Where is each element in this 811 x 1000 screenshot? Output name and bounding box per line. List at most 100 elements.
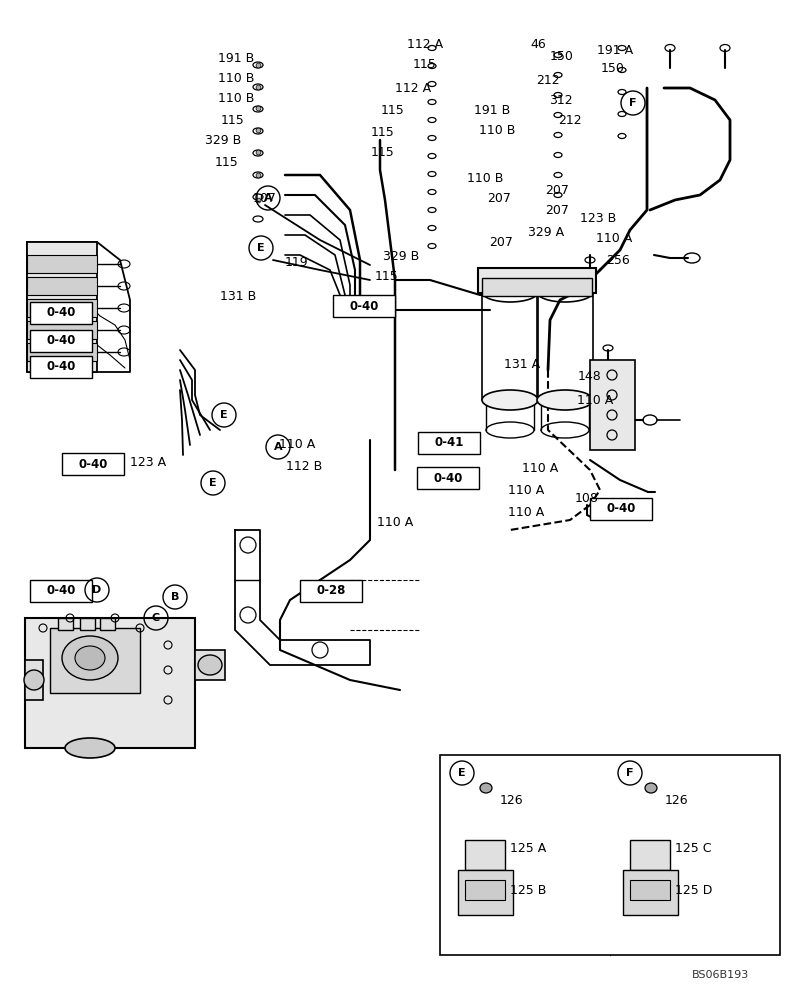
- Text: 125 C: 125 C: [674, 842, 710, 854]
- Text: 119: 119: [285, 256, 308, 269]
- Text: 126: 126: [664, 794, 688, 806]
- Ellipse shape: [479, 783, 491, 793]
- Text: 0-28: 0-28: [316, 584, 345, 597]
- Bar: [440, 755, 779, 955]
- Text: 115: 115: [413, 58, 436, 72]
- Text: BS06B193: BS06B193: [691, 970, 749, 980]
- Bar: [465, 840, 504, 870]
- Text: 207: 207: [487, 192, 510, 205]
- Text: 0-40: 0-40: [46, 306, 75, 320]
- Bar: [590, 360, 634, 450]
- Text: 125 D: 125 D: [674, 884, 711, 896]
- Text: 110 B: 110 B: [466, 172, 503, 184]
- Text: 125 B: 125 B: [509, 884, 546, 896]
- Text: 115: 115: [221, 113, 244, 126]
- Ellipse shape: [482, 390, 538, 410]
- Bar: [333, 295, 394, 317]
- Text: 212: 212: [535, 74, 559, 87]
- Text: 191 B: 191 B: [217, 51, 254, 64]
- Bar: [30, 330, 92, 352]
- Text: 207: 207: [544, 204, 569, 217]
- Text: B: B: [170, 592, 179, 602]
- Ellipse shape: [62, 636, 118, 680]
- Text: 0-40: 0-40: [433, 472, 462, 485]
- Bar: [195, 650, 225, 680]
- Text: 123 B: 123 B: [579, 212, 616, 225]
- Text: 115: 115: [371, 125, 394, 138]
- Text: 115: 115: [371, 145, 394, 158]
- Bar: [25, 660, 43, 700]
- Text: 110 A: 110 A: [577, 393, 612, 406]
- Text: 207: 207: [544, 184, 569, 196]
- Text: 191 A: 191 A: [596, 43, 633, 56]
- Bar: [62, 453, 124, 475]
- Bar: [25, 618, 195, 748]
- Text: 212: 212: [557, 113, 581, 126]
- Text: A: A: [264, 193, 272, 203]
- Text: 126: 126: [500, 794, 523, 806]
- Text: 0-40: 0-40: [46, 584, 75, 597]
- Bar: [30, 356, 92, 378]
- Bar: [629, 840, 669, 870]
- Text: 112 B: 112 B: [285, 460, 322, 474]
- Text: 46: 46: [530, 38, 545, 51]
- Text: 207: 207: [488, 236, 513, 249]
- Text: D: D: [92, 585, 101, 595]
- Text: C: C: [152, 613, 160, 623]
- Text: 110 A: 110 A: [376, 516, 413, 528]
- Text: 0-40: 0-40: [349, 300, 378, 312]
- Bar: [30, 302, 92, 324]
- Bar: [622, 870, 677, 915]
- Text: E: E: [220, 410, 228, 420]
- Bar: [417, 467, 478, 489]
- Text: 0-41: 0-41: [434, 436, 463, 450]
- Bar: [27, 277, 97, 295]
- Bar: [27, 299, 97, 317]
- Bar: [100, 618, 115, 630]
- Ellipse shape: [198, 655, 221, 675]
- Ellipse shape: [75, 646, 105, 670]
- Text: 329 A: 329 A: [527, 226, 564, 238]
- Text: E: E: [209, 478, 217, 488]
- Text: 131 B: 131 B: [220, 290, 256, 304]
- Bar: [27, 255, 97, 273]
- Bar: [80, 618, 95, 630]
- Text: 110 A: 110 A: [279, 438, 315, 452]
- Text: 110 B: 110 B: [478, 123, 515, 136]
- Text: 131 A: 131 A: [504, 359, 539, 371]
- Text: 108: 108: [574, 491, 599, 504]
- Text: 0-40: 0-40: [46, 334, 75, 348]
- Text: 110 A: 110 A: [521, 462, 558, 475]
- Text: 123 A: 123 A: [130, 456, 166, 468]
- Bar: [418, 432, 479, 454]
- Bar: [590, 498, 651, 520]
- Text: 112 A: 112 A: [406, 38, 443, 51]
- Text: F: F: [625, 768, 633, 778]
- Bar: [27, 321, 97, 339]
- Bar: [457, 870, 513, 915]
- Text: 191 B: 191 B: [474, 104, 509, 116]
- Bar: [299, 580, 362, 602]
- Text: 110 A: 110 A: [508, 484, 543, 496]
- Text: 150: 150: [549, 50, 573, 64]
- Text: 256: 256: [605, 253, 629, 266]
- Text: 110 A: 110 A: [595, 232, 632, 244]
- Text: 0-40: 0-40: [78, 458, 108, 471]
- Bar: [478, 268, 595, 293]
- Bar: [27, 343, 97, 361]
- Text: 125 A: 125 A: [509, 842, 546, 854]
- Bar: [58, 618, 73, 630]
- Text: 110 A: 110 A: [508, 506, 543, 518]
- Bar: [465, 880, 504, 900]
- Text: 0-40: 0-40: [606, 502, 635, 516]
- Text: 110 B: 110 B: [217, 92, 254, 104]
- Text: 110 B: 110 B: [217, 72, 254, 85]
- Text: 107: 107: [253, 192, 277, 205]
- Text: 115: 115: [375, 270, 398, 284]
- Text: 0-40: 0-40: [46, 360, 75, 373]
- Text: 115: 115: [215, 155, 238, 168]
- Text: 115: 115: [380, 104, 404, 116]
- Text: 312: 312: [548, 94, 572, 106]
- Text: 329 B: 329 B: [204, 133, 241, 146]
- Bar: [50, 628, 139, 693]
